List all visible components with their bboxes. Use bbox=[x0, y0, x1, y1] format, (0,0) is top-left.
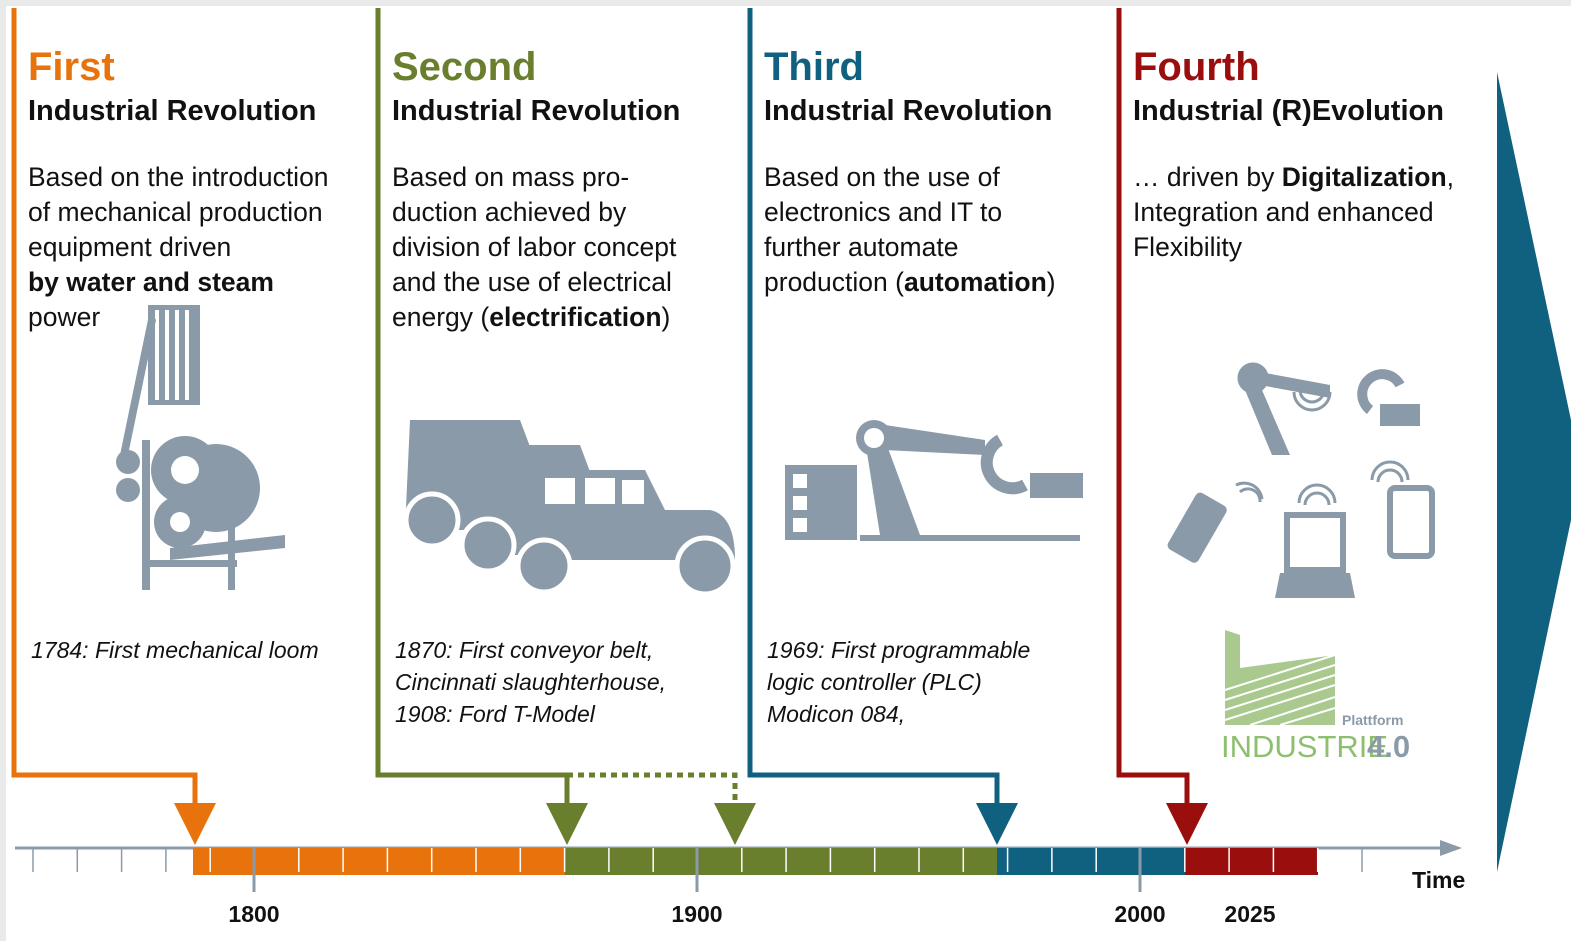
description-run: Digitalization bbox=[1282, 162, 1447, 192]
description-run: and the use of electrical bbox=[392, 267, 672, 297]
description-run: production ( bbox=[764, 267, 904, 297]
caption-line: Modicon 084, bbox=[767, 701, 905, 727]
description-line: Based on the use of bbox=[764, 162, 1000, 192]
timeline-segment bbox=[565, 848, 997, 875]
caption-line: 1969: First programmable bbox=[767, 637, 1030, 663]
description-line: Flexibility bbox=[1133, 232, 1243, 262]
description-line: duction achieved by bbox=[392, 197, 627, 227]
description-run: division of labor concept bbox=[392, 232, 677, 262]
infographic: Plattform INDUSTRIE 4.0 Time 1800 1900 200… bbox=[0, 0, 1571, 941]
description-run: electrification bbox=[489, 302, 661, 332]
description-line: of mechanical production bbox=[28, 197, 323, 227]
description-run: further automate bbox=[764, 232, 958, 262]
timeline-segment bbox=[1185, 848, 1318, 875]
description-run: Based on the use of bbox=[764, 162, 1000, 192]
description-run: by water and steam bbox=[28, 267, 274, 297]
description-line: Integration and enhanced bbox=[1133, 197, 1434, 227]
description-line: equipment driven bbox=[28, 232, 231, 262]
timeline-segment bbox=[193, 848, 565, 875]
subtitle: Industrial Revolution bbox=[392, 95, 680, 127]
description-run: power bbox=[28, 302, 100, 332]
caption-line: 1870: First conveyor belt, bbox=[395, 637, 653, 663]
caption-line: Cincinnati slaughterhouse, bbox=[395, 669, 666, 695]
caption-line: logic controller (PLC) bbox=[767, 669, 982, 695]
description-line: Based on the introduction bbox=[28, 162, 329, 192]
year-label: 1900 bbox=[671, 901, 722, 927]
subtitle: Industrial Revolution bbox=[28, 95, 316, 127]
caption-line: 1908: Ford T-Model bbox=[395, 701, 596, 727]
description-line: division of labor concept bbox=[392, 232, 677, 262]
description-run: energy ( bbox=[392, 302, 489, 332]
caption-line: 1784: First mechanical loom bbox=[31, 637, 319, 663]
ordinal: Fourth bbox=[1133, 45, 1260, 89]
year-label: 2000 bbox=[1114, 901, 1165, 927]
description-run: ) bbox=[1047, 267, 1056, 297]
description-run: duction achieved by bbox=[392, 197, 627, 227]
description-line: Based on mass pro- bbox=[392, 162, 629, 192]
description-line: and the use of electrical bbox=[392, 267, 672, 297]
subtitle: Industrial Revolution bbox=[764, 95, 1052, 127]
description-line: power bbox=[28, 302, 100, 332]
subtitle: Industrial (R)Evolution bbox=[1133, 95, 1444, 127]
description-run: Flexibility bbox=[1133, 232, 1243, 262]
description-run: electronics and IT to bbox=[764, 197, 1002, 227]
description-line: … driven by Digitalization, bbox=[1133, 162, 1454, 192]
description-run: Integration and enhanced bbox=[1133, 197, 1434, 227]
description-line: production (automation) bbox=[764, 267, 1056, 297]
page: Plattform INDUSTRIE 4.0 Time 1800 1900 200… bbox=[0, 0, 1571, 941]
ordinal: Third bbox=[764, 45, 864, 89]
logo-version: 4.0 bbox=[1367, 729, 1410, 764]
logo-small: Plattform bbox=[1342, 712, 1403, 728]
description-run: , bbox=[1447, 162, 1454, 192]
description-run: Based on the introduction bbox=[28, 162, 329, 192]
description-line: further automate bbox=[764, 232, 958, 262]
logo-main: INDUSTRIE bbox=[1221, 729, 1388, 764]
description-run: Based on mass pro- bbox=[392, 162, 629, 192]
ordinal: Second bbox=[392, 45, 536, 89]
description-run: ) bbox=[662, 302, 671, 332]
axis-label: Time bbox=[1412, 867, 1465, 893]
description-run: … driven by bbox=[1133, 162, 1282, 192]
description-run: equipment driven bbox=[28, 232, 231, 262]
description-run: automation bbox=[904, 267, 1047, 297]
year-label: 1800 bbox=[228, 901, 279, 927]
description-run: of mechanical production bbox=[28, 197, 323, 227]
description-line: energy (electrification) bbox=[392, 302, 670, 332]
ordinal: First bbox=[28, 45, 115, 89]
year-label: 2025 bbox=[1224, 901, 1275, 927]
timeline-segment bbox=[997, 848, 1185, 875]
description-line: electronics and IT to bbox=[764, 197, 1002, 227]
description-line: by water and steam bbox=[28, 267, 274, 297]
